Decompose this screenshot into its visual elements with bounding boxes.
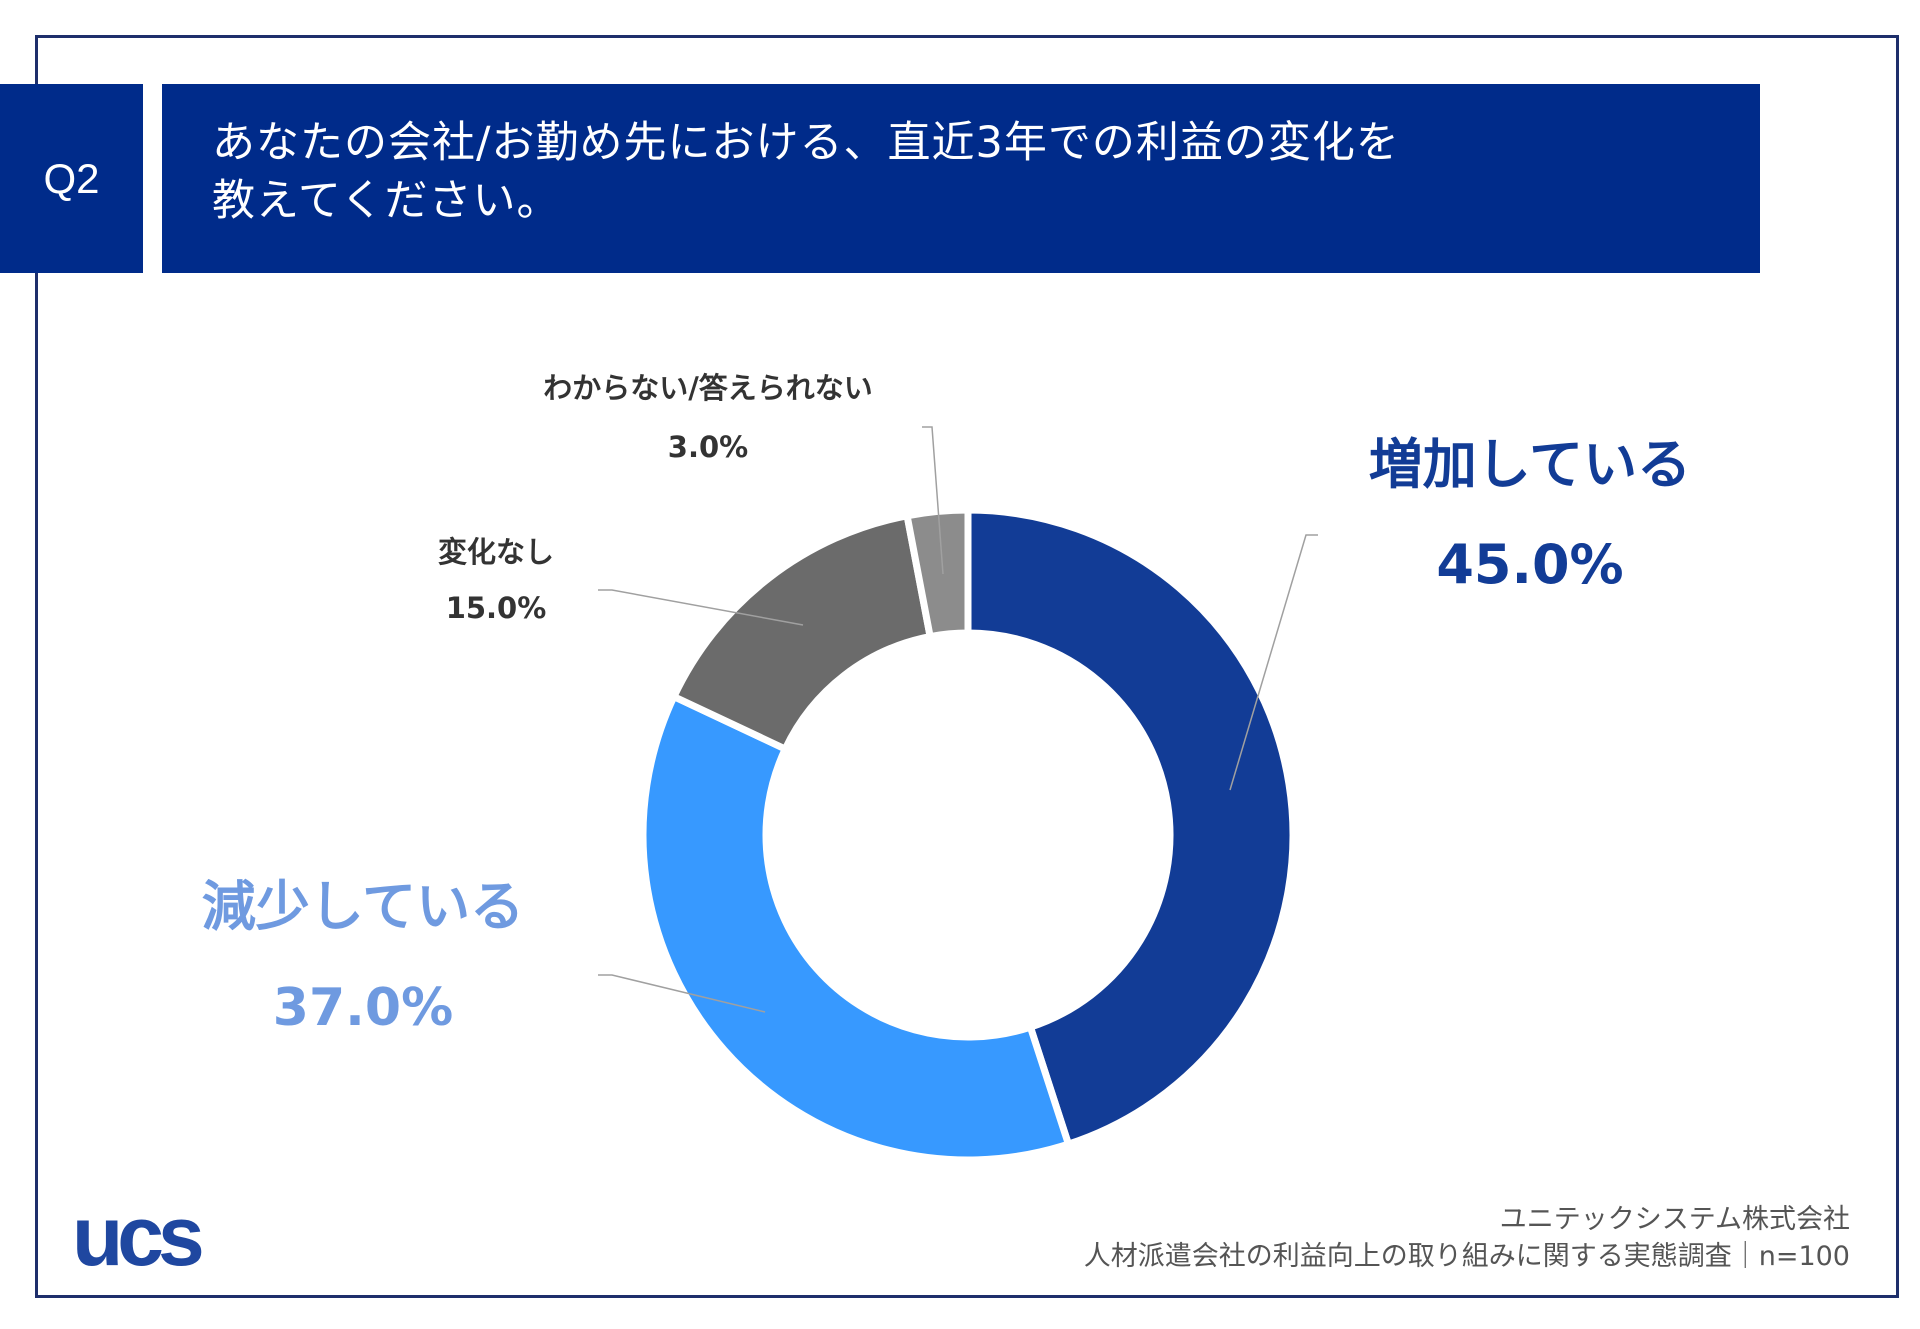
- slice-1: [639, 691, 1073, 1164]
- leader-line-3: [922, 426, 944, 575]
- slice-label-3: わからない/答えられない: [543, 371, 873, 405]
- slide-frame: [35, 35, 1899, 1298]
- question-header: あなたの会社/お勤め先における、直近3年での利益の変化を 教えてください。: [162, 84, 1760, 273]
- slice-value-3: 3.0%: [668, 430, 748, 464]
- slice-2: [669, 511, 935, 754]
- leader-line-2: [598, 589, 804, 626]
- leader-line-1: [598, 974, 766, 1013]
- logo-text: ucs: [72, 1195, 202, 1275]
- slice-label-1: 減少している: [202, 875, 524, 938]
- slice-value-1: 37.0%: [273, 978, 453, 1038]
- slice-label-0: 増加している: [1369, 433, 1691, 496]
- footer-survey: 人材派遣会社の利益向上の取り組みに関する実態調査｜n=100: [1083, 1241, 1850, 1272]
- question-badge: Q2: [0, 84, 143, 273]
- footer-company: ユニテックシステム株式会社: [1499, 1204, 1850, 1235]
- slice-label-2: 変化なし: [438, 535, 554, 569]
- ucs-logo: ucs: [72, 1195, 207, 1275]
- slice-value-0: 45.0%: [1436, 533, 1623, 596]
- question-title: あなたの会社/お勤め先における、直近3年での利益の変化を 教えてください。: [212, 118, 1400, 226]
- slice-0: [964, 506, 1297, 1149]
- leader-line-0: [1229, 534, 1318, 791]
- slice-value-2: 15.0%: [446, 591, 547, 625]
- slice-3: [903, 506, 972, 641]
